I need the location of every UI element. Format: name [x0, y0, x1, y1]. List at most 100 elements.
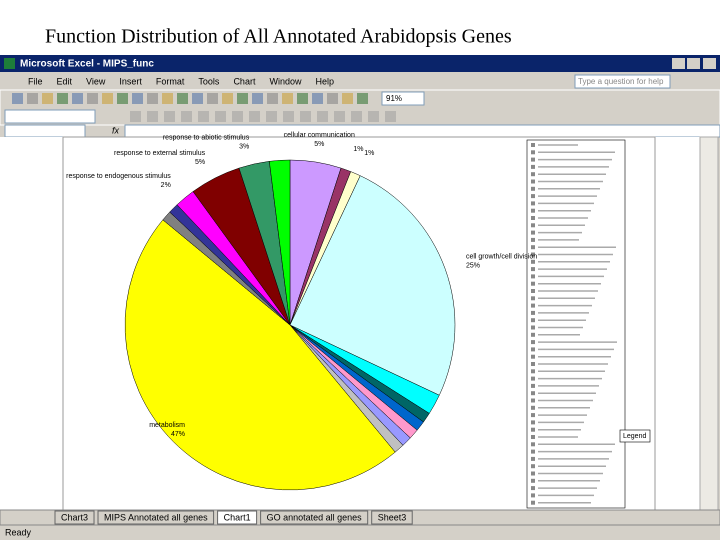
- toolbar-icon[interactable]: [297, 93, 308, 104]
- legend-swatch: [531, 274, 535, 279]
- sheet-tab-shape: [260, 510, 369, 525]
- toolbar-icon[interactable]: [283, 111, 294, 122]
- legend-swatch: [531, 398, 535, 403]
- toolbar-icon[interactable]: [249, 111, 260, 122]
- menu-item[interactable]: Edit: [57, 76, 73, 86]
- help-box[interactable]: [574, 74, 671, 89]
- toolbar-icon[interactable]: [181, 111, 192, 122]
- legend-swatch: [531, 471, 535, 476]
- toolbar-icon[interactable]: [252, 93, 263, 104]
- legend-swatch: [531, 289, 535, 293]
- toolbar-icon[interactable]: [282, 93, 293, 104]
- toolbar-icon[interactable]: [232, 111, 243, 122]
- sheet-tab[interactable]: MIPS Annotated all genes: [97, 510, 215, 525]
- legend-button[interactable]: [619, 429, 651, 443]
- toolbar-icon[interactable]: [351, 111, 362, 122]
- toolbar-icon[interactable]: [342, 93, 353, 104]
- toolbar-icon[interactable]: [162, 93, 173, 104]
- legend-swatch: [531, 376, 535, 381]
- toolbar-icon[interactable]: [300, 111, 311, 122]
- toolbar-icon[interactable]: [147, 93, 158, 104]
- legend-swatch: [531, 449, 535, 454]
- sheet-tab-label: Chart3: [61, 512, 88, 522]
- toolbar-icon[interactable]: [177, 93, 188, 104]
- title-bar: [0, 55, 720, 72]
- sheet-tab[interactable]: GO annotated all genes: [260, 510, 369, 525]
- pie-chart: cellular communication 5% 1%1% cell growth/…: [66, 132, 537, 491]
- legend[interactable]: [526, 139, 626, 509]
- toolbar-icon[interactable]: [207, 93, 218, 104]
- toolbar-icon[interactable]: [267, 93, 278, 104]
- toolbar-icon[interactable]: [147, 111, 158, 122]
- menu-item[interactable]: View: [86, 76, 106, 86]
- toolbar-icon[interactable]: [334, 111, 345, 122]
- slice-label: cellular communication: [284, 132, 355, 139]
- toolbar-icon[interactable]: [132, 93, 143, 104]
- toolbar-icon[interactable]: [317, 111, 328, 122]
- sheet-tab[interactable]: Chart1: [217, 510, 258, 525]
- menu-item[interactable]: Window: [269, 76, 302, 86]
- toolbar-icon[interactable]: [87, 93, 98, 104]
- slice-label: response to endogenous stimulus: [66, 173, 171, 180]
- toolbar-icon[interactable]: [198, 111, 209, 122]
- legend-swatch: [531, 464, 535, 469]
- toolbar-icon[interactable]: [222, 93, 233, 104]
- zoom-box[interactable]: [381, 91, 425, 106]
- menu-item[interactable]: Insert: [119, 76, 142, 86]
- sheet-tab[interactable]: Chart3: [54, 510, 95, 525]
- slice-label: cell growth/cell division: [466, 253, 537, 260]
- pie-slice: [289, 175, 456, 396]
- slice-value-label: 5%: [195, 159, 205, 166]
- slice-value-label: 47%: [171, 431, 185, 438]
- toolbar-icon[interactable]: [57, 93, 68, 104]
- menu-item[interactable]: Help: [315, 76, 334, 86]
- toolbar-icon[interactable]: [266, 111, 277, 122]
- menu-item[interactable]: File: [28, 76, 43, 86]
- toolbar-icon[interactable]: [327, 93, 338, 104]
- close-button[interactable]: [703, 58, 716, 69]
- maximize-button[interactable]: [687, 58, 700, 69]
- toolbar-icon[interactable]: [368, 111, 379, 122]
- toolbar-icon[interactable]: [385, 111, 396, 122]
- menu-item[interactable]: Chart: [233, 76, 256, 86]
- slice-value-label: 1%: [364, 150, 374, 157]
- menu-item[interactable]: Format: [156, 76, 185, 86]
- name-box[interactable]: [4, 124, 86, 138]
- legend-swatch: [531, 420, 535, 425]
- legend-swatch: [531, 237, 535, 242]
- help-box-text: Type a question for help: [578, 77, 664, 86]
- toolbar-icon[interactable]: [117, 93, 128, 104]
- toolbar-icon[interactable]: [102, 93, 113, 104]
- font-box[interactable]: [4, 109, 96, 124]
- sheet-tab[interactable]: Sheet3: [371, 510, 413, 525]
- legend-swatch: [531, 500, 535, 505]
- menu-item[interactable]: Tools: [198, 76, 220, 86]
- sheet-tab-shape: [97, 510, 215, 525]
- toolbar-icon[interactable]: [357, 93, 368, 104]
- toolbar-icon[interactable]: [237, 93, 248, 104]
- legend-swatch: [531, 267, 535, 272]
- toolbar-icon[interactable]: [215, 111, 226, 122]
- minimize-button[interactable]: [672, 58, 685, 69]
- toolbar-icon[interactable]: [42, 93, 53, 104]
- window-title: Microsoft Excel - MIPS_func: [20, 59, 154, 70]
- toolbar-icon[interactable]: [192, 93, 203, 104]
- legend-button-text: Legend: [623, 433, 646, 440]
- toolbar-icon[interactable]: [164, 111, 175, 122]
- slice-value-label: 3%: [239, 143, 249, 150]
- toolbar-icon[interactable]: [72, 93, 83, 104]
- vertical-scrollbar[interactable]: [699, 136, 719, 511]
- toolbar-icon[interactable]: [312, 93, 323, 104]
- toolbar-icon[interactable]: [27, 93, 38, 104]
- legend-swatch: [531, 150, 535, 155]
- legend-swatch: [531, 201, 535, 206]
- legend-swatch: [531, 172, 535, 177]
- toolbar-icon[interactable]: [130, 111, 141, 122]
- toolbar-icon[interactable]: [12, 93, 23, 104]
- legend-swatch: [531, 369, 535, 374]
- slice-label: response to abiotic stimulus: [163, 134, 250, 141]
- legend-swatch: [531, 179, 535, 184]
- legend-swatch: [531, 216, 535, 220]
- sheet-tab-shape: [371, 510, 413, 525]
